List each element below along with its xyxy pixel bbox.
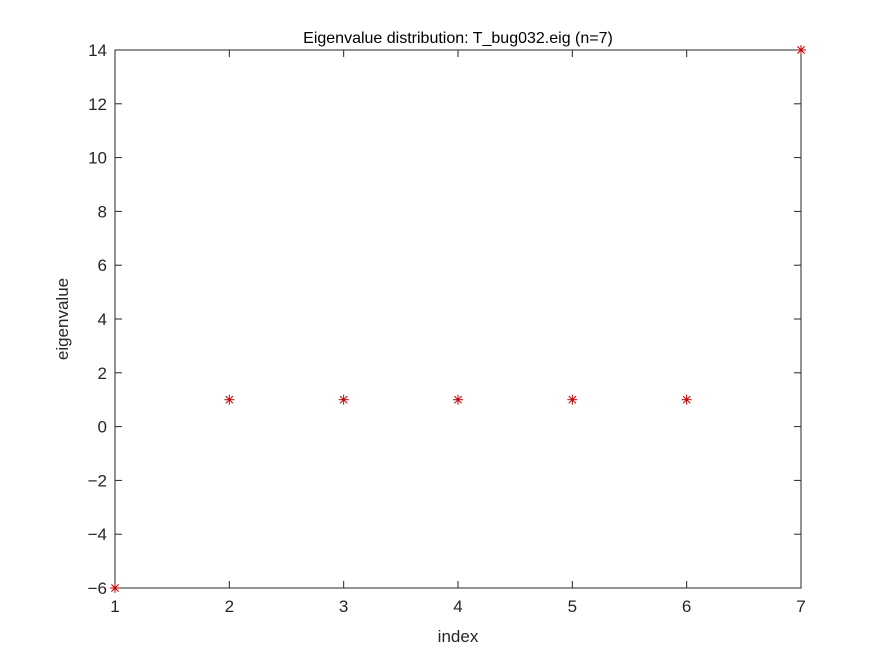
data-points [110,45,806,593]
x-tick-label: 5 [568,597,577,616]
y-tick-label: −6 [88,579,107,598]
x-tick-label: 6 [682,597,691,616]
x-tick-label: 2 [225,597,234,616]
x-tick-label: 1 [110,597,119,616]
y-axis: −6 −4 −2 0 2 4 6 8 10 12 14 [88,41,801,598]
data-point-5 [567,394,578,405]
x-tick-label: 4 [453,597,462,616]
y-axis-label: eigenvalue [53,278,72,360]
data-point-3 [338,394,349,405]
data-point-1 [110,583,120,593]
x-tick-label: 7 [796,597,805,616]
y-tick-label: 4 [98,310,107,329]
x-axis-label: index [438,627,479,646]
data-point-7 [796,45,806,55]
y-tick-label: −2 [88,471,107,490]
y-tick-label: 8 [98,202,107,221]
data-point-4 [453,394,463,405]
y-tick-label: 14 [88,41,107,60]
x-tick-label: 3 [339,597,348,616]
plot-area [114,49,802,589]
data-point-2 [224,394,235,405]
x-axis: 1 2 3 4 5 6 7 [110,50,806,616]
y-tick-label: −4 [88,525,107,544]
y-tick-label: 6 [98,256,107,275]
y-tick-label: 0 [98,418,107,437]
y-tick-label: 2 [98,364,107,383]
y-tick-label: 12 [88,95,107,114]
data-point-6 [681,394,692,405]
chart-title: Eigenvalue distribution: T_bug032.eig (n… [303,30,613,47]
y-tick-label: 10 [88,149,107,168]
